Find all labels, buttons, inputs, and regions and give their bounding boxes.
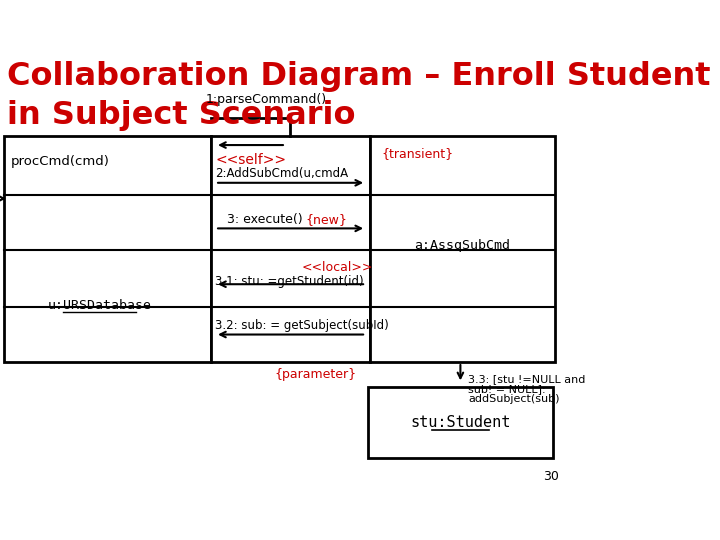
- Bar: [4, 136, 211, 362]
- Text: {new}: {new}: [305, 213, 348, 226]
- Text: 3.1: stu: =getStudent(id): 3.1: stu: =getStudent(id): [215, 275, 364, 288]
- Bar: [211, 136, 370, 362]
- Text: <<self>>: <<self>>: [215, 153, 286, 167]
- Text: sub! = NULL]:: sub! = NULL]:: [468, 384, 546, 394]
- Text: Collaboration Diagram – Enroll Student: Collaboration Diagram – Enroll Student: [6, 61, 710, 92]
- Text: addSubject(sub): addSubject(sub): [468, 394, 559, 404]
- Text: 3.3: [stu !=NULL and: 3.3: [stu !=NULL and: [468, 374, 585, 384]
- Text: 1:parseCommand(): 1:parseCommand(): [206, 93, 327, 106]
- Bar: [370, 136, 554, 362]
- Text: 3: execute(): 3: execute(): [227, 213, 302, 226]
- Text: 30: 30: [543, 470, 559, 483]
- Text: {transient}: {transient}: [382, 147, 454, 160]
- Text: {parameter}: {parameter}: [274, 368, 356, 381]
- Text: 3.2: sub: = getSubject(subId): 3.2: sub: = getSubject(subId): [215, 319, 389, 332]
- Text: a:AssqSubCmd: a:AssqSubCmd: [414, 239, 510, 252]
- Text: stu:Student: stu:Student: [410, 415, 510, 430]
- Bar: [369, 387, 553, 458]
- Text: in Subject Scenario: in Subject Scenario: [6, 100, 355, 131]
- Text: procCmd(cmd): procCmd(cmd): [11, 156, 109, 168]
- Text: u:URSDatabase: u:URSDatabase: [48, 299, 151, 312]
- Text: 2:AddSubCmd(u,cmdA: 2:AddSubCmd(u,cmdA: [215, 167, 348, 180]
- Text: <<local>>: <<local>>: [302, 261, 373, 274]
